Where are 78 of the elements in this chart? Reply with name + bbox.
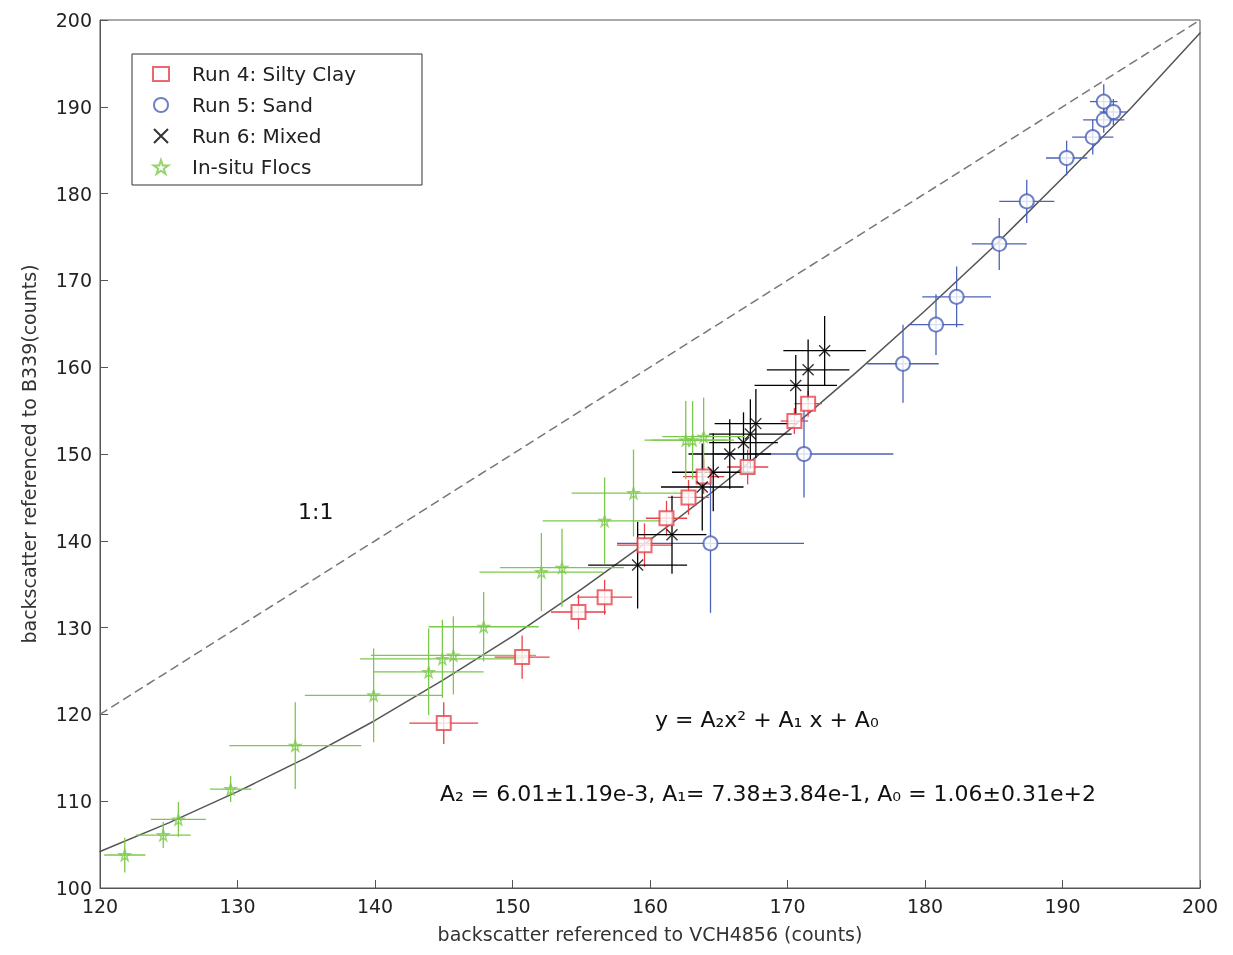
point xyxy=(289,739,302,752)
point xyxy=(991,235,1008,252)
point xyxy=(535,565,548,579)
point xyxy=(948,288,965,305)
y-tick-label: 120 xyxy=(55,703,92,726)
point xyxy=(680,489,697,506)
x-tick-label: 180 xyxy=(906,894,944,917)
point xyxy=(707,466,720,479)
point xyxy=(1058,150,1075,167)
x-tick-label: 200 xyxy=(1181,894,1219,917)
point xyxy=(695,468,712,485)
x-tick-label: 140 xyxy=(356,894,394,917)
point xyxy=(118,848,131,862)
annotation: y = A₂x² + A₁ x + A₀ xyxy=(655,706,879,732)
point xyxy=(447,649,460,662)
y-tick-label: 160 xyxy=(55,356,92,379)
y-tick-label: 110 xyxy=(55,790,92,813)
point xyxy=(627,486,640,500)
point xyxy=(636,537,653,554)
point xyxy=(555,561,569,574)
point xyxy=(697,430,710,443)
point xyxy=(1084,129,1101,146)
point xyxy=(737,436,750,449)
x-tick-label: 160 xyxy=(631,894,669,917)
point xyxy=(1095,111,1112,128)
point xyxy=(723,447,736,461)
point xyxy=(514,649,531,666)
point xyxy=(895,355,911,372)
point xyxy=(786,413,803,430)
y-tick-label: 200 xyxy=(55,9,92,31)
x-tick-label: 170 xyxy=(769,894,806,917)
point xyxy=(800,395,817,412)
point xyxy=(928,316,944,333)
y-tick-label: 140 xyxy=(55,529,92,552)
annotation: 1:1 xyxy=(298,498,334,524)
point xyxy=(696,480,709,494)
legend-label: Run 4: Silty Clay xyxy=(192,62,357,86)
annotation: A₂ = 6.01±1.19e-3, A₁= 7.38±3.84e-1, A₀ = 1.06±0.31e+2 xyxy=(440,780,1096,806)
point xyxy=(367,689,380,702)
point xyxy=(1105,104,1122,120)
y-tick-label: 150 xyxy=(55,443,92,465)
y-tick-label: 130 xyxy=(55,616,92,639)
point xyxy=(702,535,719,552)
x-tick-label: 130 xyxy=(219,894,256,917)
point xyxy=(435,715,452,732)
point xyxy=(749,417,763,430)
point xyxy=(1095,93,1112,110)
legend-label: Run 5: Sand xyxy=(192,93,313,117)
point xyxy=(436,652,449,666)
point xyxy=(1018,193,1035,210)
point xyxy=(157,828,170,842)
point xyxy=(224,782,237,796)
y-tick-label: 180 xyxy=(55,182,92,205)
y-tick-label: 190 xyxy=(55,95,92,118)
point xyxy=(679,433,692,447)
point xyxy=(658,510,675,527)
point xyxy=(598,514,611,528)
point xyxy=(596,589,613,606)
point xyxy=(739,459,756,476)
x-tick-label: 150 xyxy=(494,894,531,917)
point xyxy=(422,665,435,679)
point xyxy=(477,620,490,633)
point xyxy=(665,528,679,541)
point xyxy=(570,603,587,620)
point xyxy=(796,446,812,462)
point xyxy=(744,427,757,441)
x-axis-title: backscatter referenced to VCH4856 (counts) xyxy=(437,922,863,945)
point xyxy=(172,813,185,826)
point xyxy=(631,558,644,572)
point xyxy=(789,379,802,392)
y-axis-title: backscatter referenced to B339(counts) xyxy=(17,264,40,644)
legend-label: In-situ Flocs xyxy=(192,155,312,179)
legend-label: Run 6: Mixed xyxy=(192,124,322,148)
point xyxy=(686,433,699,447)
x-tick-label: 190 xyxy=(1044,894,1081,917)
y-tick-label: 170 xyxy=(55,269,92,292)
point xyxy=(818,344,831,357)
point xyxy=(801,363,815,376)
